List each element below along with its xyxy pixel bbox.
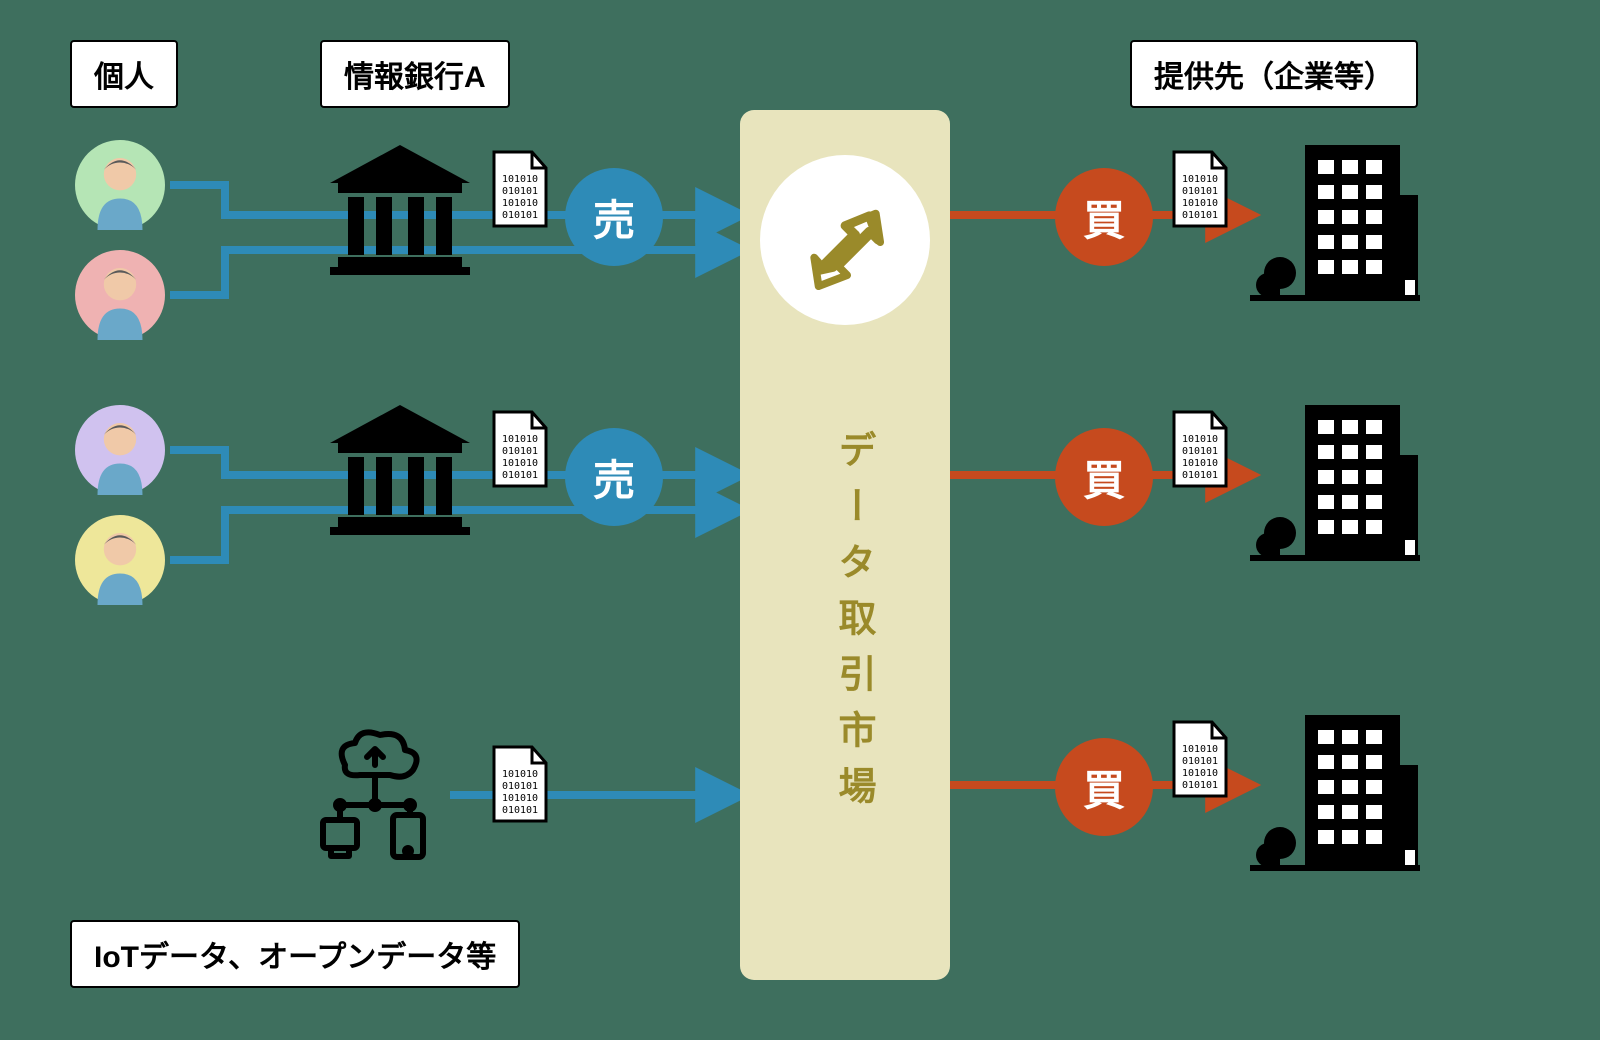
svg-text:010101: 010101 <box>502 210 538 221</box>
svg-text:101010: 101010 <box>502 198 538 209</box>
data-document-icon: 101010 010101 101010 010101 <box>490 410 550 488</box>
svg-text:101010: 101010 <box>1182 434 1218 445</box>
person-avatar-3 <box>75 405 165 495</box>
svg-text:010101: 010101 <box>1182 186 1218 197</box>
label-provider: 提供先（企業等） <box>1130 40 1418 108</box>
company-building-icon <box>1250 395 1420 565</box>
svg-text:010101: 010101 <box>1182 446 1218 457</box>
svg-text:101010: 101010 <box>1182 198 1218 209</box>
buy-badge: 買 <box>1055 168 1153 266</box>
data-document-icon: 101010 010101 101010 010101 <box>490 745 550 823</box>
sell-badge: 売 <box>565 168 663 266</box>
svg-text:010101: 010101 <box>1182 756 1218 767</box>
svg-text:010101: 010101 <box>502 805 538 816</box>
svg-text:010101: 010101 <box>502 186 538 197</box>
data-document-icon: 101010 010101 101010 010101 <box>490 150 550 228</box>
data-document-icon: 101010 010101 101010 010101 <box>1170 150 1230 228</box>
company-building-icon <box>1250 135 1420 305</box>
data-document-icon: 101010 010101 101010 010101 <box>1170 720 1230 798</box>
market-title: データ取引市場 <box>826 430 881 822</box>
svg-text:101010: 101010 <box>502 174 538 185</box>
company-building-icon <box>1250 705 1420 875</box>
exchange-icon <box>760 155 930 325</box>
iot-cloud-icon <box>305 725 445 865</box>
svg-text:010101: 010101 <box>502 446 538 457</box>
svg-text:010101: 010101 <box>1182 780 1218 791</box>
svg-text:010101: 010101 <box>1182 470 1218 481</box>
person-avatar-1 <box>75 140 165 230</box>
svg-text:010101: 010101 <box>502 781 538 792</box>
data-document-icon: 101010 010101 101010 010101 <box>1170 410 1230 488</box>
person-avatar-4 <box>75 515 165 605</box>
sell-badge: 売 <box>565 428 663 526</box>
svg-text:101010: 101010 <box>1182 174 1218 185</box>
buy-badge: 買 <box>1055 428 1153 526</box>
svg-text:101010: 101010 <box>1182 458 1218 469</box>
svg-text:101010: 101010 <box>502 793 538 804</box>
person-avatar-2 <box>75 250 165 340</box>
svg-text:101010: 101010 <box>1182 768 1218 779</box>
bank-icon-2 <box>330 405 470 535</box>
label-info-bank: 情報銀行A <box>320 40 510 108</box>
svg-text:010101: 010101 <box>1182 210 1218 221</box>
svg-text:101010: 101010 <box>502 458 538 469</box>
svg-text:101010: 101010 <box>1182 744 1218 755</box>
bank-icon-1 <box>330 145 470 275</box>
svg-text:101010: 101010 <box>502 434 538 445</box>
svg-text:101010: 101010 <box>502 769 538 780</box>
buy-badge: 買 <box>1055 738 1153 836</box>
label-individual: 個人 <box>70 40 178 108</box>
label-iot: IoTデータ、オープンデータ等 <box>70 920 520 988</box>
svg-text:010101: 010101 <box>502 470 538 481</box>
